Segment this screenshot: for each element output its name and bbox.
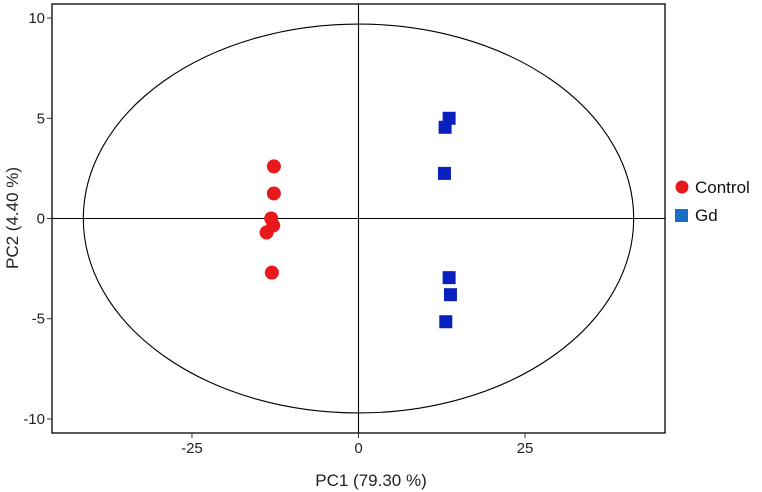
legend-control-marker xyxy=(675,180,689,194)
control-point xyxy=(264,265,279,280)
legend: Control Gd xyxy=(675,178,750,225)
x-tick-label: 25 xyxy=(517,440,534,457)
points-layer xyxy=(259,111,457,329)
control-point xyxy=(259,225,274,240)
ticks-layer: -25 0 25 -10 -5 0 5 10 xyxy=(23,10,533,457)
control-point xyxy=(266,186,281,201)
y-tick-label: -5 xyxy=(32,311,45,328)
y-axis-title: PC2 (4.40 %) xyxy=(3,167,22,269)
control-point xyxy=(266,159,281,174)
x-tick-label: 0 xyxy=(354,440,362,457)
x-axis-title: PC1 (79.30 %) xyxy=(315,471,427,490)
legend-control-label: Control xyxy=(695,178,750,197)
legend-gd-label: Gd xyxy=(695,206,718,225)
x-tick-label: -25 xyxy=(181,440,203,457)
gd-point xyxy=(443,288,457,302)
gd-point xyxy=(439,315,453,329)
y-tick-label: -10 xyxy=(23,411,45,428)
gd-point xyxy=(437,166,451,180)
gd-point xyxy=(438,120,452,134)
legend-gd-marker xyxy=(675,209,688,222)
gd-point xyxy=(442,271,456,285)
y-tick-label: 0 xyxy=(37,211,45,228)
panel-layer xyxy=(52,4,665,433)
y-tick-label: 5 xyxy=(37,110,45,127)
y-tick-label: 10 xyxy=(28,10,45,27)
